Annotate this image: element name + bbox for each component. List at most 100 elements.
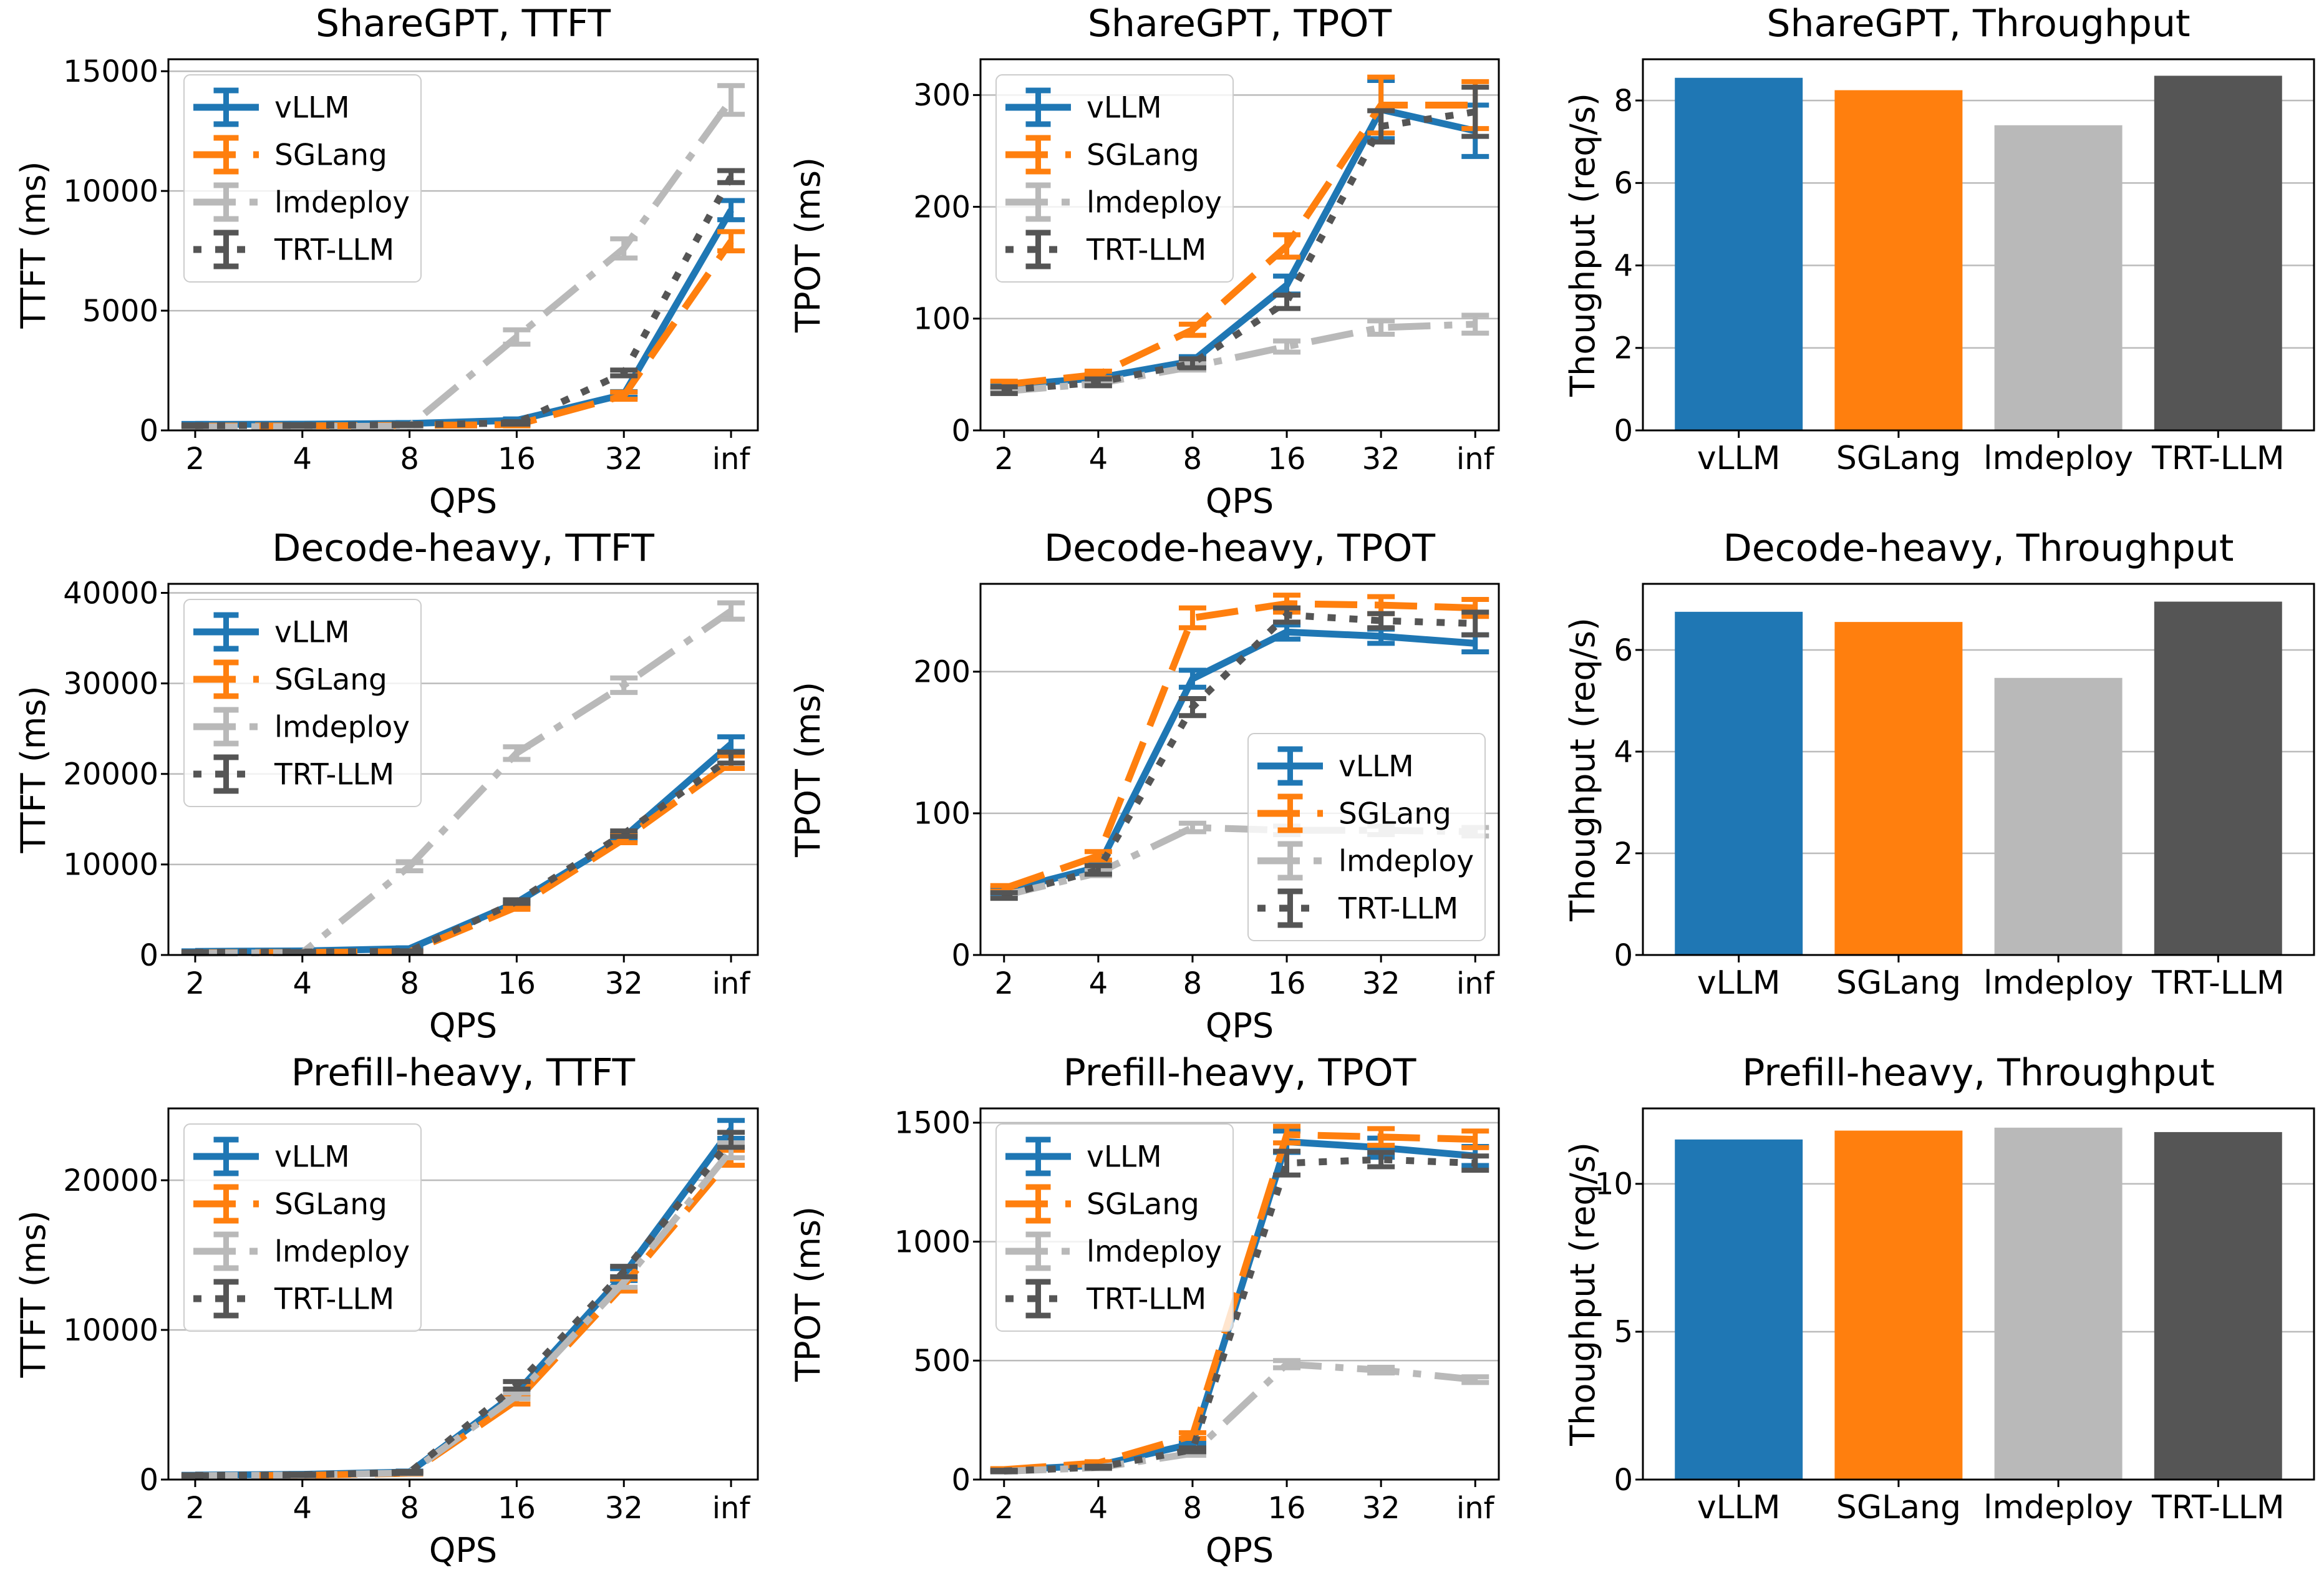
chart-title: ShareGPT, TTFT	[316, 2, 611, 46]
series-line-TRT-LLM	[1003, 611, 1476, 899]
bar-label: TRT-LLM	[2151, 440, 2285, 477]
series-line-lmdeploy	[1004, 1360, 1476, 1475]
chart-svg: 0 2 4 6 Decode-heavy, Throughput Thoughput (r…	[1563, 526, 2315, 1002]
y-tick-label: 2	[1614, 836, 1633, 871]
axes-frame	[979, 583, 1500, 956]
y-tick-label: 0	[1614, 938, 1633, 973]
y-tick-label: 0	[139, 414, 158, 448]
y-axis-label: TTFT (ms)	[14, 161, 53, 329]
chart-decode-heavy-ttft: 0 10000 20000 30000 40000 Decode-heavy, TTFT T…	[0, 525, 775, 1049]
chart-title: Decode-heavy, TTFT	[272, 526, 654, 570]
y-tick-label: 6	[1614, 166, 1633, 201]
x-tick-label: 4	[293, 1491, 312, 1526]
bar-label: SGLang	[1836, 1489, 1961, 1526]
legend-label: lmdeploy	[274, 1234, 410, 1269]
x-axis-label: QPS	[429, 1531, 497, 1570]
chart-prefill-heavy-throughput: 0 5 10 Prefill-heavy, Throughput Thoughput (…	[1549, 1049, 2324, 1574]
chart-title: Decode-heavy, Throughput	[1723, 526, 2234, 570]
x-tick-label: 8	[1183, 442, 1203, 477]
legend-label: SGLang	[274, 662, 387, 697]
x-tick-label: 4	[1089, 1491, 1108, 1526]
series-line-TRT-LLM	[195, 1137, 734, 1479]
axes-frame	[167, 583, 759, 956]
chart-title: ShareGPT, TPOT	[1088, 2, 1392, 46]
y-tick-label: 0	[139, 938, 158, 973]
legend-box	[995, 1123, 1234, 1332]
x-tick-label: 4	[1089, 442, 1108, 477]
bar-label: TRT-LLM	[2151, 1489, 2285, 1526]
legend-label: lmdeploy	[274, 185, 410, 220]
y-tick-label: 20000	[63, 757, 158, 792]
x-tick-label: 2	[994, 966, 1014, 1001]
x-tick-label: 16	[1268, 442, 1306, 477]
x-tick-label: 8	[400, 442, 419, 477]
legend-label: lmdeploy	[274, 710, 410, 744]
y-tick-label: 0	[951, 1463, 971, 1498]
bar-lmdeploy	[1994, 1127, 2123, 1480]
axes-frame	[979, 1107, 1500, 1481]
y-tick-label: 10000	[63, 1313, 158, 1348]
bar-label: vLLM	[1697, 440, 1781, 477]
x-tick-label: 2	[186, 442, 205, 477]
bar-TRT-LLM	[2154, 1132, 2282, 1480]
series-line-lmdeploy	[1004, 321, 1476, 395]
legend-label: TRT-LLM	[1086, 233, 1206, 267]
series-line-TRT-LLM	[195, 175, 734, 429]
y-tick-label: 5	[1614, 1315, 1633, 1350]
y-tick-label: 500	[913, 1344, 971, 1379]
bar-lmdeploy	[1994, 677, 2123, 955]
x-tick-label: 4	[1089, 966, 1108, 1001]
x-tick-label: inf	[1456, 1491, 1495, 1526]
x-tick-label: 16	[1268, 966, 1306, 1001]
chart-title: Prefill-heavy, TTFT	[291, 1051, 636, 1095]
y-tick-label: 15000	[63, 54, 158, 89]
y-tick-label: 0	[1614, 414, 1633, 448]
legend-box	[183, 599, 422, 807]
x-axis-label: QPS	[1206, 1006, 1274, 1045]
bar-label: lmdeploy	[1983, 964, 2133, 1002]
bar-label: vLLM	[1697, 964, 1781, 1002]
x-tick-label: 32	[605, 442, 643, 477]
series-line-TRT-LLM	[195, 755, 734, 956]
y-axis-label: TPOT (ms)	[788, 1206, 828, 1382]
x-tick-label: 2	[186, 966, 205, 1001]
chart-decode-heavy-throughput: 0 2 4 6 Decode-heavy, Throughput Thoughput (r…	[1549, 525, 2324, 1049]
chart-svg: 0 500 1000 1500 Prefill-heavy, TPOT TPOT (ms)…	[788, 1051, 1500, 1570]
chart-sharegpt-throughput: 0 2 4 6 8 ShareGPT, Throughput Thoughput (req/…	[1549, 0, 2324, 525]
legend-label: SGLang	[1339, 797, 1451, 831]
legend-label: vLLM	[1339, 749, 1414, 783]
bar-label: SGLang	[1836, 964, 1961, 1002]
legend-label: vLLM	[274, 1140, 350, 1174]
axes-frame	[167, 58, 759, 432]
x-axis-label: QPS	[1206, 482, 1274, 521]
bar-vLLM	[1675, 77, 1803, 430]
legend-label: SGLang	[274, 138, 387, 172]
series-line-TRT-LLM	[1004, 108, 1476, 394]
x-tick-label: 16	[498, 442, 536, 477]
y-tick-label: 2	[1614, 331, 1633, 366]
x-tick-label: 16	[1268, 1491, 1306, 1526]
y-tick-label: 10	[1595, 1167, 1633, 1202]
legend: vLLM SGLang lmdeploy TRT-LLM	[183, 1123, 422, 1332]
chart-svg: 0 100 200 Decode-heavy, TPOT TPOT (ms) QPS 2 4 8…	[788, 526, 1500, 1045]
y-tick-label: 200	[913, 190, 971, 225]
bar-label: lmdeploy	[1983, 1489, 2133, 1526]
y-tick-label: 100	[913, 797, 971, 831]
chart-title: Decode-heavy, TPOT	[1044, 526, 1435, 570]
chart-sharegpt-tpot: 0 100 200 300 ShareGPT, TPOT TPOT (ms) QPS 2 4 8 1…	[775, 0, 1549, 525]
legend: vLLM SGLang lmdeploy TRT-LLM	[995, 1123, 1234, 1332]
chart-svg: 0 10000 20000 Prefill-heavy, TTFT TTFT (ms) Q…	[14, 1051, 759, 1570]
legend-label: vLLM	[274, 615, 350, 649]
legend-label: TRT-LLM	[274, 757, 394, 792]
legend: vLLM SGLang lmdeploy TRT-LLM	[995, 74, 1234, 283]
axes-frame	[1642, 583, 2315, 956]
chart-decode-heavy-tpot: 0 100 200 Decode-heavy, TPOT TPOT (ms) QPS 2 4 8…	[775, 525, 1549, 1049]
x-tick-label: 2	[994, 1491, 1014, 1526]
y-axis-label: TPOT (ms)	[788, 157, 828, 333]
legend-box	[1247, 733, 1486, 941]
bar-TRT-LLM	[2154, 75, 2282, 430]
y-tick-label: 0	[139, 1463, 158, 1498]
x-tick-label: 32	[1362, 1491, 1400, 1526]
series-line-SGLang	[1002, 600, 1476, 892]
y-tick-label: 200	[913, 655, 971, 690]
